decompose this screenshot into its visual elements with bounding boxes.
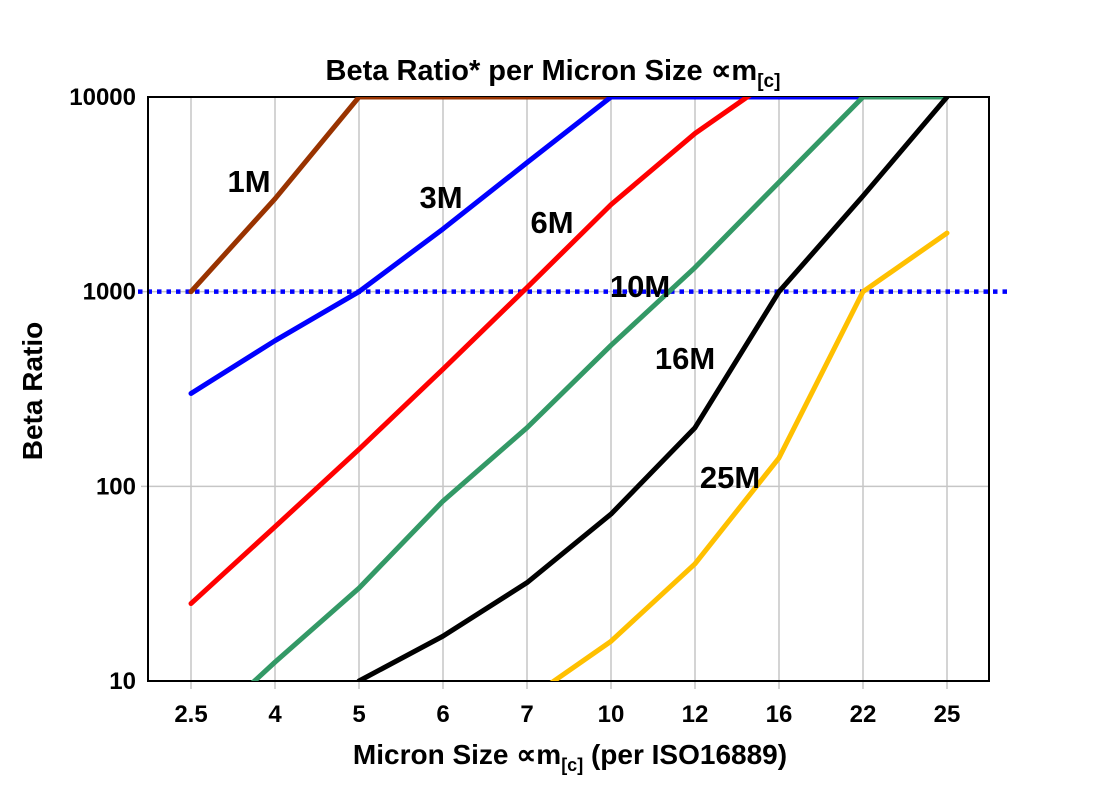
series-label-3M: 3M xyxy=(419,180,462,215)
series-line-25M xyxy=(549,230,950,681)
x-tick-6: 6 xyxy=(436,701,449,728)
y-axis-title: Beta Ratio xyxy=(17,322,48,460)
series-line-3M xyxy=(188,97,866,396)
y-tick-100: 100 xyxy=(96,473,136,500)
x-axis-title: Micron Size ∝m[c] (per ISO16889) xyxy=(353,739,787,775)
series-line-1M xyxy=(188,97,614,295)
x-tick-5: 5 xyxy=(352,701,365,728)
y-tick-10: 10 xyxy=(109,668,136,695)
x-tick-4: 4 xyxy=(268,701,282,728)
series-label-10M: 10M xyxy=(610,269,670,304)
series-label-16M: 16M xyxy=(655,341,715,376)
y-tick-labels: 10 100 1000 10000 xyxy=(69,84,136,695)
series-label-25M: 25M xyxy=(700,460,760,495)
y-tick-1000: 1000 xyxy=(83,279,136,306)
y-tick-10000: 10000 xyxy=(69,84,136,111)
series-lines xyxy=(188,97,950,681)
series-label-6M: 6M xyxy=(530,205,573,240)
series-labels: 1M 3M 6M 10M 16M 25M xyxy=(227,164,760,495)
x-tick-22: 22 xyxy=(850,701,877,728)
x-tick-2.5: 2.5 xyxy=(174,701,207,728)
x-tick-labels: 2.5 4 5 6 7 10 12 16 22 25 xyxy=(174,701,960,728)
series-line-10M xyxy=(250,97,950,681)
x-tick-16: 16 xyxy=(766,701,793,728)
series-line-16M xyxy=(356,97,950,681)
x-tick-7: 7 xyxy=(520,701,533,728)
x-tick-12: 12 xyxy=(682,701,709,728)
chart-title: Beta Ratio* per Micron Size ∝m[c] xyxy=(326,55,781,92)
series-line-6M xyxy=(188,97,752,607)
x-tick-25: 25 xyxy=(934,701,961,728)
x-tick-10: 10 xyxy=(598,701,625,728)
series-label-1M: 1M xyxy=(227,164,270,199)
